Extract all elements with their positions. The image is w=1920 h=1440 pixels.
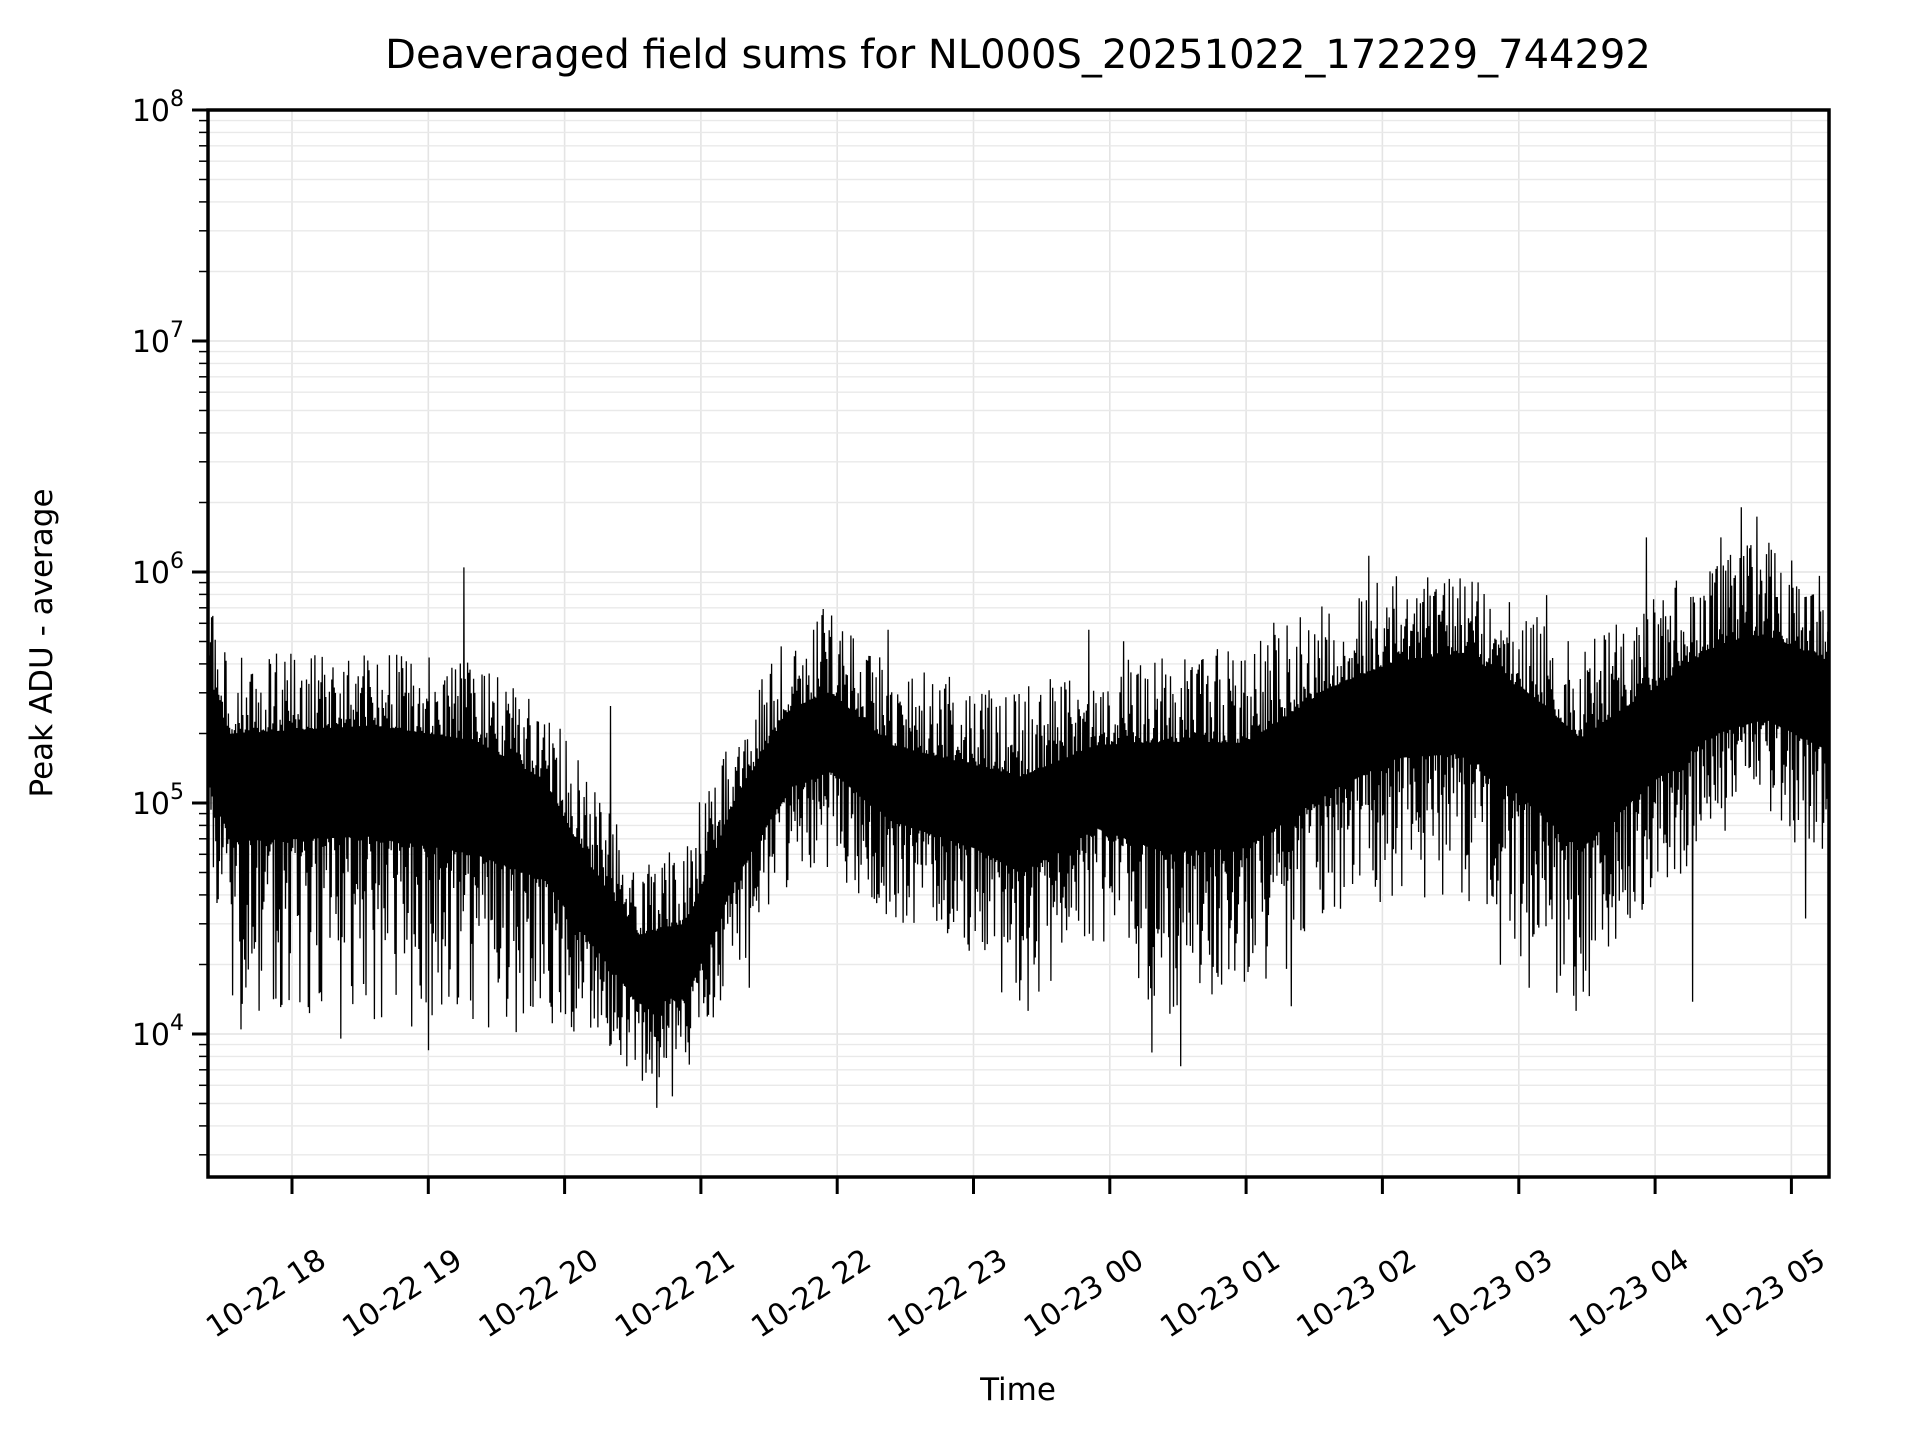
x-tick-label: 10-23 03 [1427,1242,1559,1345]
y-tick-label: 108 [132,87,184,129]
y-tick-label: 104 [132,1011,184,1053]
plot-border [206,108,1831,1179]
x-tick-label: 10-23 00 [1018,1242,1150,1345]
x-tick-label: 10-23 04 [1563,1242,1695,1345]
time-series-line [208,507,1829,1108]
y-tick-label: 107 [132,318,184,360]
y-tick-label: 105 [132,780,184,822]
x-tick-label: 10-23 01 [1154,1242,1286,1345]
x-tick-label: 10-22 19 [336,1242,468,1345]
data-series [208,507,1829,1108]
x-tick-label: 10-22 18 [200,1242,332,1345]
axis-frame [206,108,1831,1179]
x-tick-label: 10-22 20 [473,1242,605,1345]
y-axis-label: Peak ADU - average [24,488,60,797]
x-tick-label: 10-23 05 [1700,1242,1832,1345]
x-tick-label: 10-23 02 [1291,1242,1423,1345]
x-tick-label: 10-22 23 [882,1242,1014,1345]
x-axis-label: Time [979,1372,1056,1408]
y-tick-label: 106 [132,549,184,591]
axis-ticks [192,108,1793,1194]
chart-title: Deaveraged field sums for NL000S_2025102… [385,32,1651,78]
x-tick-label: 10-22 22 [745,1242,877,1345]
x-tick-label: 10-22 21 [609,1242,741,1345]
gridlines [208,110,1829,1177]
